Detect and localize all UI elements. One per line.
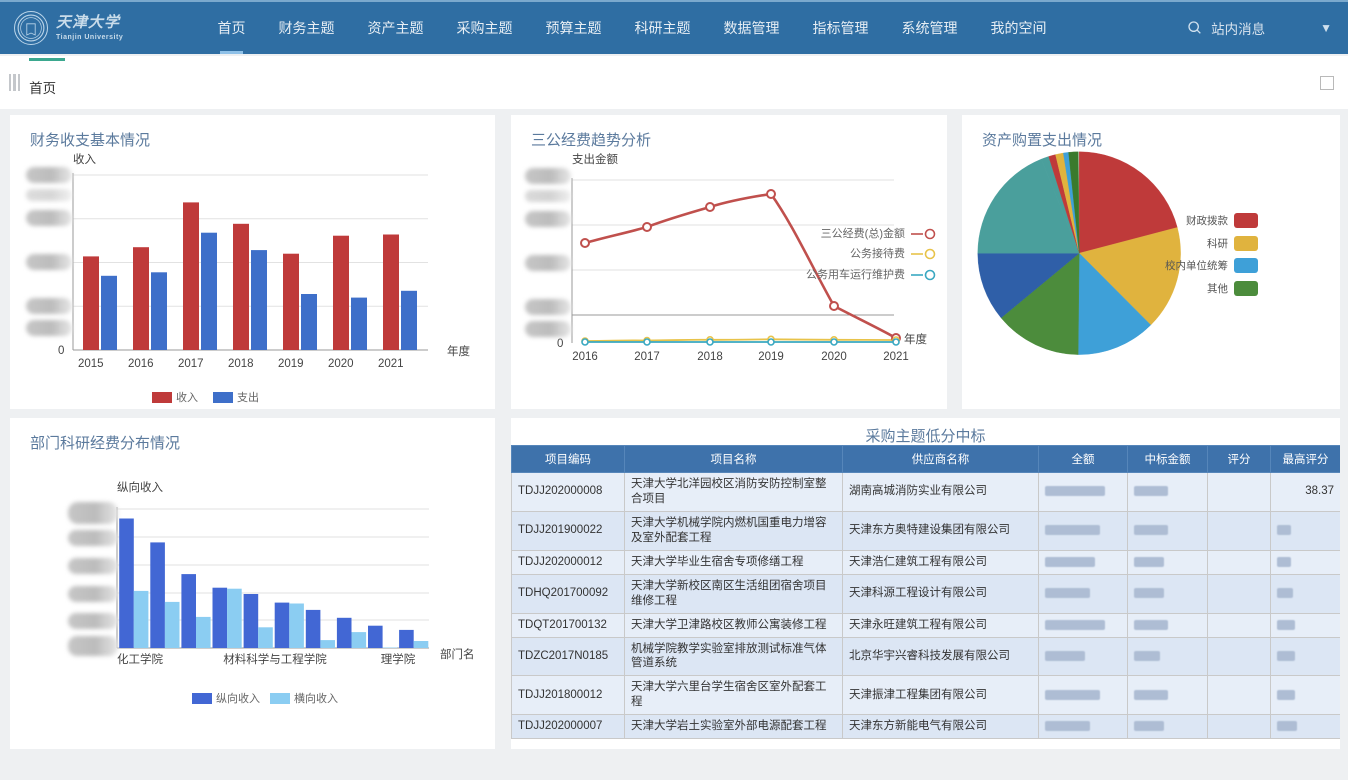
svg-text:2018: 2018 bbox=[697, 351, 723, 363]
svg-text:0: 0 bbox=[557, 338, 563, 350]
svg-text:校内单位统筹: 校内单位统筹 bbox=[1165, 259, 1228, 272]
svg-text:0: 0 bbox=[58, 345, 64, 357]
svg-text:2021: 2021 bbox=[883, 351, 909, 363]
svg-text:支出金额: 支出金额 bbox=[572, 152, 618, 166]
svg-text:2018: 2018 bbox=[228, 358, 254, 370]
svg-text:支出: 支出 bbox=[237, 390, 259, 404]
svg-text:2016: 2016 bbox=[572, 351, 598, 363]
svg-text:纵向收入: 纵向收入 bbox=[216, 691, 260, 705]
svg-text:2017: 2017 bbox=[178, 358, 204, 370]
svg-text:三公经费(总)金额: 三公经费(总)金额 bbox=[821, 226, 905, 240]
svg-text:2016: 2016 bbox=[128, 358, 154, 370]
svg-text:2020: 2020 bbox=[328, 358, 354, 370]
svg-text:公务用车运行维护费: 公务用车运行维护费 bbox=[806, 267, 905, 281]
svg-text:2019: 2019 bbox=[758, 351, 784, 363]
svg-text:化工学院: 化工学院 bbox=[117, 652, 163, 666]
svg-text:纵向收入: 纵向收入 bbox=[117, 480, 163, 494]
svg-text:2019: 2019 bbox=[278, 358, 304, 370]
svg-text:年度: 年度 bbox=[447, 344, 470, 358]
svg-text:2015: 2015 bbox=[78, 358, 104, 370]
svg-text:其他: 其他 bbox=[1207, 282, 1229, 295]
svg-text:年度: 年度 bbox=[904, 332, 927, 346]
svg-text:公务接待费: 公务接待费 bbox=[850, 246, 905, 260]
svg-text:2017: 2017 bbox=[634, 351, 660, 363]
svg-text:收入: 收入 bbox=[73, 152, 96, 166]
svg-text:横向收入: 横向收入 bbox=[294, 691, 338, 705]
svg-text:2021: 2021 bbox=[378, 358, 404, 370]
svg-text:理学院: 理学院 bbox=[381, 652, 416, 666]
svg-text:收入: 收入 bbox=[176, 390, 198, 404]
svg-text:科研: 科研 bbox=[1207, 237, 1229, 250]
svg-text:部门名: 部门名 bbox=[440, 647, 475, 661]
svg-text:材料科学与工程学院: 材料科学与工程学院 bbox=[223, 652, 327, 666]
svg-text:财政拨款: 财政拨款 bbox=[1186, 214, 1228, 227]
svg-text:2020: 2020 bbox=[821, 351, 847, 363]
